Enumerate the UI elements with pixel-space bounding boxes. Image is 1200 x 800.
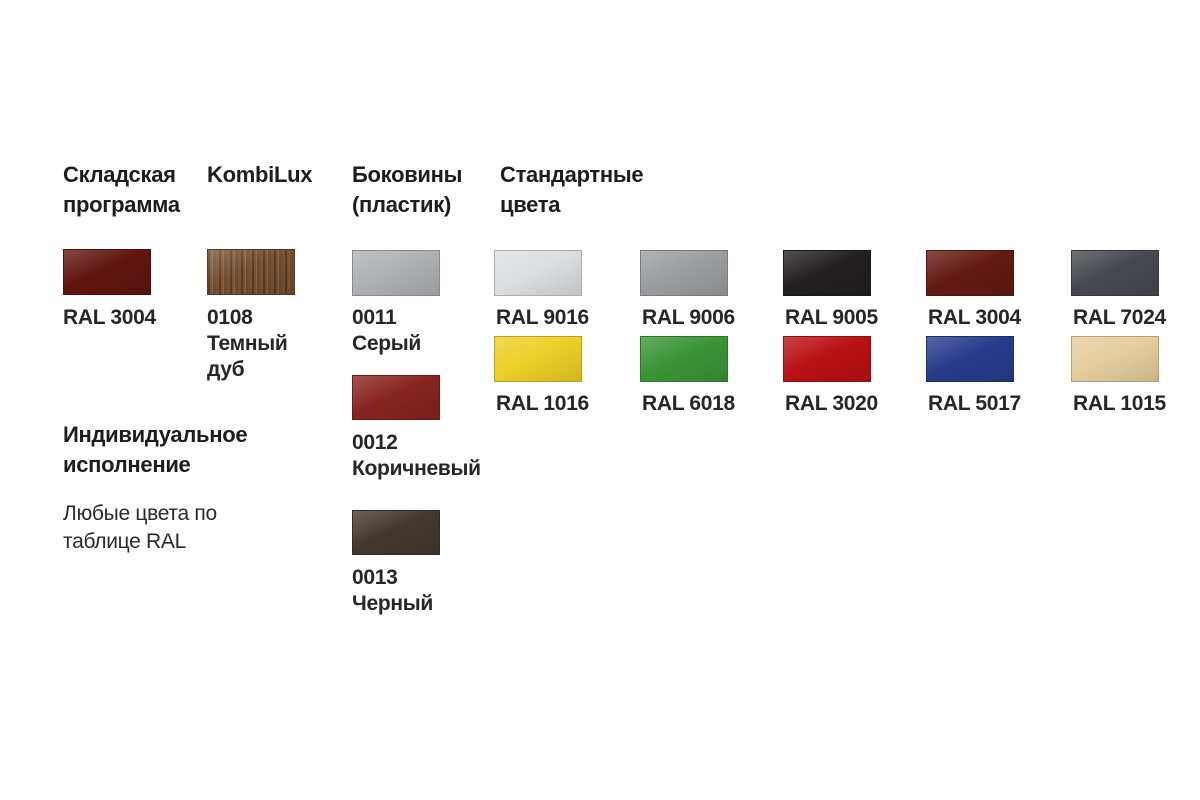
swatch-label: 0012 Коричневый	[352, 430, 497, 482]
swatch-name: Серый	[352, 332, 422, 355]
color-swatch-ral-6018	[640, 336, 728, 382]
swatch-name: Темный дуб	[207, 332, 288, 381]
color-swatch-0012-brown	[352, 375, 440, 420]
swatch-name: Черный	[352, 592, 433, 615]
color-swatch-ral-1015	[1071, 336, 1159, 382]
color-swatch-ral-3020	[783, 336, 871, 382]
swatch-label: RAL 3020	[785, 392, 878, 415]
swatch-code: 0108	[207, 306, 253, 329]
swatch-label: RAL 1015	[1073, 392, 1166, 415]
kombilux-title: KombiLux	[207, 162, 313, 187]
sides-plastic-title: Боковины (пластик)	[352, 162, 463, 217]
color-swatch-0108-dark-oak	[207, 249, 295, 295]
standard-colors-title: Стандартные цвета	[500, 162, 644, 217]
swatch-label: RAL 7024	[1073, 306, 1166, 329]
swatch-label: RAL 9016	[496, 306, 589, 329]
color-swatch-ral-5017	[926, 336, 1014, 382]
custom-execution-note: Любые цвета по таблице RAL	[63, 502, 217, 553]
color-swatch-0013-black	[352, 510, 440, 555]
warehouse-program-title: Складская программа	[63, 162, 180, 217]
swatch-label: RAL 9006	[642, 306, 735, 329]
color-swatch-ral-9006	[640, 250, 728, 296]
swatch-code: 0011	[352, 306, 397, 329]
swatch-label: RAL 6018	[642, 392, 735, 415]
swatch-label: 0011 Серый	[352, 305, 497, 357]
swatch-code: 0013	[352, 566, 398, 589]
color-swatch-ral-7024	[1071, 250, 1159, 296]
color-swatch-ral-9005	[783, 250, 871, 296]
swatch-label: RAL 1016	[496, 392, 589, 415]
color-swatch-ral-3004-standard	[926, 250, 1014, 296]
color-swatch-ral-1016	[494, 336, 582, 382]
swatch-label: 0013 Черный	[352, 565, 497, 617]
swatch-label: RAL 5017	[928, 392, 1021, 415]
color-swatch-0011-gray	[352, 250, 440, 296]
color-swatch-ral-3004-warehouse	[63, 249, 151, 295]
swatch-label: RAL 3004	[63, 306, 156, 329]
swatch-label: 0108 Темный дуб	[207, 305, 307, 383]
color-swatch-ral-9016	[494, 250, 582, 296]
swatch-name: Коричневый	[352, 457, 481, 480]
swatch-code: 0012	[352, 431, 398, 454]
swatch-label: RAL 9005	[785, 306, 878, 329]
swatch-label: RAL 3004	[928, 306, 1021, 329]
custom-execution-title: Индивидуальное исполнение	[63, 422, 248, 477]
